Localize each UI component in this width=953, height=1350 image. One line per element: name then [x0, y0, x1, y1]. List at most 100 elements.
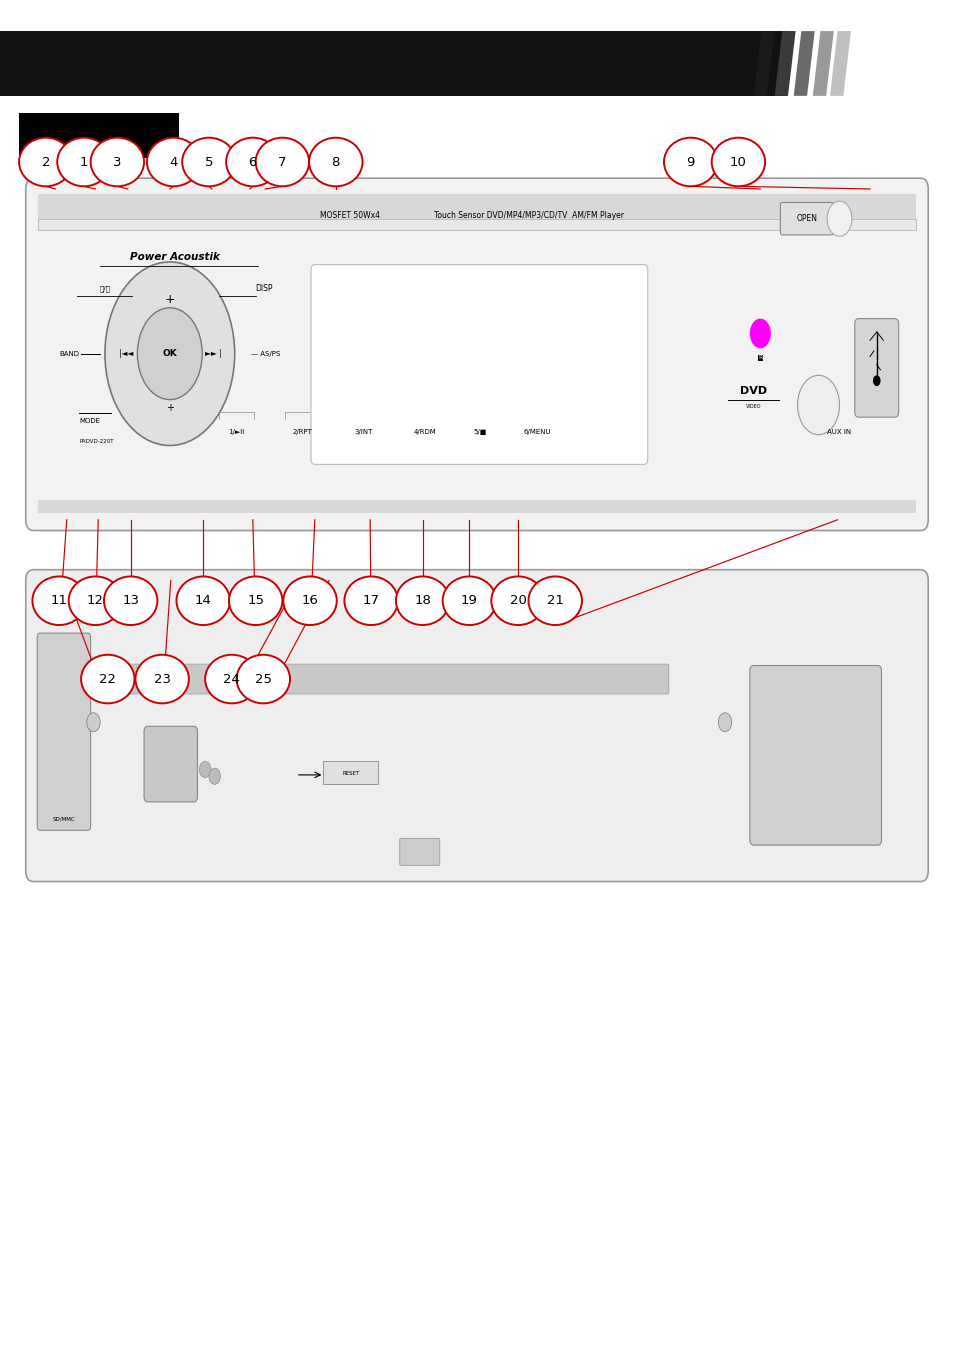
Text: 16: 16 — [301, 594, 318, 608]
Text: BAND: BAND — [59, 351, 79, 356]
Text: 10: 10 — [729, 155, 746, 169]
FancyBboxPatch shape — [26, 178, 927, 531]
Bar — [19, 113, 179, 158]
FancyBboxPatch shape — [104, 664, 668, 694]
Circle shape — [872, 375, 880, 386]
Bar — [38, 219, 915, 230]
FancyBboxPatch shape — [323, 761, 377, 784]
Bar — [38, 500, 915, 513]
Text: 20: 20 — [509, 594, 526, 608]
Ellipse shape — [104, 576, 157, 625]
Text: AUX IN: AUX IN — [826, 429, 851, 435]
Text: 6/MENU: 6/MENU — [523, 429, 550, 435]
Ellipse shape — [229, 576, 282, 625]
Text: 21: 21 — [546, 594, 563, 608]
Text: 23: 23 — [153, 672, 171, 686]
Text: OK: OK — [162, 350, 177, 358]
Circle shape — [749, 319, 770, 348]
Text: 15: 15 — [247, 594, 264, 608]
Polygon shape — [753, 31, 774, 96]
Text: R: R — [758, 355, 761, 360]
Circle shape — [797, 375, 839, 435]
Text: 2/RPT: 2/RPT — [293, 429, 312, 435]
Ellipse shape — [32, 576, 86, 625]
Text: 24: 24 — [223, 672, 240, 686]
Text: 18: 18 — [414, 594, 431, 608]
Ellipse shape — [226, 138, 279, 186]
Ellipse shape — [205, 655, 258, 703]
FancyBboxPatch shape — [144, 726, 197, 802]
Circle shape — [199, 761, 211, 778]
Ellipse shape — [711, 138, 764, 186]
Text: 4/RDM: 4/RDM — [414, 429, 436, 435]
Text: +: + — [166, 402, 173, 413]
Polygon shape — [829, 31, 850, 96]
Ellipse shape — [663, 138, 717, 186]
Ellipse shape — [236, 655, 290, 703]
Ellipse shape — [255, 138, 309, 186]
Circle shape — [826, 201, 851, 236]
Circle shape — [137, 308, 202, 400]
Text: MOSFET 50Wx4: MOSFET 50Wx4 — [319, 212, 379, 220]
Ellipse shape — [81, 655, 134, 703]
Text: PADVD-220T: PADVD-220T — [79, 439, 113, 444]
Text: OPEN: OPEN — [796, 215, 817, 223]
Text: 1: 1 — [80, 155, 88, 169]
Text: 7: 7 — [278, 155, 286, 169]
Text: 17: 17 — [362, 594, 379, 608]
Text: 9: 9 — [686, 155, 694, 169]
Text: 2: 2 — [42, 155, 50, 169]
Circle shape — [718, 713, 731, 732]
Text: ⒨/Ⓡ: ⒨/Ⓡ — [99, 286, 111, 292]
Ellipse shape — [69, 576, 122, 625]
Circle shape — [87, 713, 100, 732]
Text: 19: 19 — [460, 594, 477, 608]
Text: SD/MMC: SD/MMC — [52, 817, 75, 822]
Circle shape — [105, 262, 234, 446]
Text: R: R — [758, 355, 761, 360]
Bar — [38, 194, 915, 219]
Text: Power Acoustik: Power Acoustik — [130, 251, 219, 262]
Ellipse shape — [91, 138, 144, 186]
Text: 25: 25 — [254, 672, 272, 686]
Ellipse shape — [309, 138, 362, 186]
Text: 3/INT: 3/INT — [354, 429, 373, 435]
Text: 14: 14 — [194, 594, 212, 608]
FancyBboxPatch shape — [311, 265, 647, 464]
Ellipse shape — [182, 138, 235, 186]
Text: MODE: MODE — [79, 418, 100, 424]
Text: 13: 13 — [122, 594, 139, 608]
FancyBboxPatch shape — [780, 202, 833, 235]
Text: Touch Sensor DVD/MP4/MP3/CD/TV  AM/FM Player: Touch Sensor DVD/MP4/MP3/CD/TV AM/FM Pla… — [434, 212, 623, 220]
Text: 1/►II: 1/►II — [228, 429, 245, 435]
Polygon shape — [774, 31, 795, 96]
Ellipse shape — [147, 138, 200, 186]
Text: 4: 4 — [170, 155, 177, 169]
Ellipse shape — [283, 576, 336, 625]
FancyBboxPatch shape — [26, 570, 927, 882]
Text: 22: 22 — [99, 672, 116, 686]
Polygon shape — [793, 31, 814, 96]
Ellipse shape — [528, 576, 581, 625]
Text: 6: 6 — [249, 155, 256, 169]
Text: 5: 5 — [205, 155, 213, 169]
Polygon shape — [812, 31, 833, 96]
Ellipse shape — [344, 576, 397, 625]
Ellipse shape — [176, 576, 230, 625]
Ellipse shape — [491, 576, 544, 625]
FancyBboxPatch shape — [749, 666, 881, 845]
Text: — AS/PS: — AS/PS — [251, 351, 280, 356]
Ellipse shape — [19, 138, 72, 186]
Ellipse shape — [135, 655, 189, 703]
Ellipse shape — [395, 576, 449, 625]
Text: |◄◄: |◄◄ — [118, 350, 133, 358]
Text: ►► |: ►► | — [205, 350, 222, 358]
Text: 3: 3 — [113, 155, 121, 169]
FancyBboxPatch shape — [399, 838, 439, 865]
Ellipse shape — [57, 138, 111, 186]
Ellipse shape — [442, 576, 496, 625]
FancyBboxPatch shape — [854, 319, 898, 417]
Bar — [0, 31, 786, 96]
FancyBboxPatch shape — [37, 633, 91, 830]
Text: 5/■: 5/■ — [473, 429, 486, 435]
